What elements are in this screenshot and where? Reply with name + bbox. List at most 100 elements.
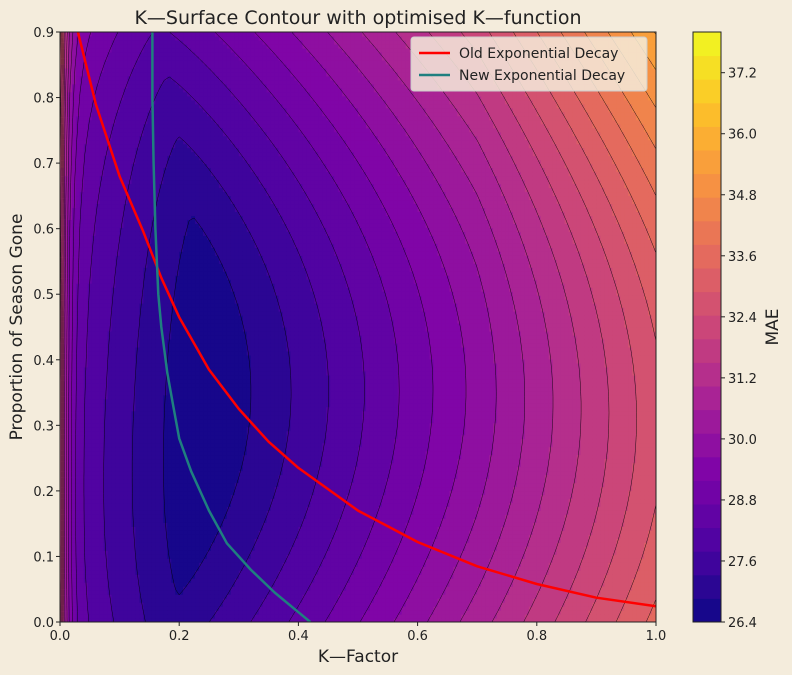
contour-cell [116, 343, 121, 348]
contour-cell [120, 283, 125, 288]
contour-cell [124, 431, 129, 436]
contour-cell [72, 148, 77, 153]
contour-cell [100, 255, 105, 260]
contour-cell [92, 459, 97, 464]
contour-cell [147, 263, 152, 268]
contour-cell [96, 291, 101, 296]
contour-cell [132, 128, 137, 133]
contour-cell [116, 307, 121, 312]
contour-cell [139, 152, 144, 157]
contour-cell [179, 371, 184, 376]
contour-cell [139, 534, 144, 539]
contour-cell [155, 327, 160, 332]
contour-cell [171, 40, 176, 45]
contour-cell [104, 299, 109, 304]
contour-cell [72, 144, 77, 149]
contour-cell [159, 211, 164, 216]
contour-cell [100, 231, 105, 236]
contour-cell [171, 387, 176, 392]
contour-cell [175, 614, 180, 619]
contour-cell [187, 399, 192, 404]
contour-cell [183, 542, 188, 547]
contour-cell [128, 538, 133, 543]
contour-cell [84, 211, 89, 216]
contour-cell [155, 423, 160, 428]
contour-cell [120, 351, 125, 356]
contour-cell [179, 459, 184, 464]
contour-cell [167, 64, 172, 69]
contour-cell [84, 598, 89, 603]
contour-cell [108, 399, 113, 404]
contour-cell [116, 311, 121, 316]
contour-cell [191, 239, 196, 244]
contour-cell [84, 335, 89, 340]
contour-cell [124, 303, 129, 308]
contour-cell [147, 486, 152, 491]
contour-cell [112, 199, 117, 204]
contour-cell [116, 478, 121, 483]
contour-cell [112, 602, 117, 607]
contour-cell [159, 124, 164, 129]
contour-cell [84, 195, 89, 200]
contour-cell [135, 494, 140, 499]
contour-cell [116, 76, 121, 81]
contour-cell [187, 116, 192, 121]
contour-cell [112, 351, 117, 356]
contour-cell [135, 263, 140, 268]
contour-cell [84, 247, 89, 252]
contour-cell [108, 32, 113, 37]
contour-cell [187, 475, 192, 480]
contour-cell [88, 363, 93, 368]
contour-cell [124, 219, 129, 224]
contour-cell [92, 279, 97, 284]
contour-cell [128, 263, 133, 268]
contour-cell [128, 371, 133, 376]
contour-cell [163, 251, 168, 256]
contour-cell [96, 299, 101, 304]
contour-cell [120, 275, 125, 280]
contour-cell [128, 124, 133, 129]
contour-cell [92, 152, 97, 157]
contour-cell [171, 164, 176, 169]
contour-cell [76, 411, 81, 416]
contour-cell [112, 327, 117, 332]
contour-cell [92, 60, 97, 65]
contour-cell [159, 439, 164, 444]
contour-cell [187, 423, 192, 428]
contour-cell [175, 331, 180, 336]
contour-cell [104, 343, 109, 348]
contour-cell [100, 259, 105, 264]
contour-cell [151, 490, 156, 495]
contour-cell [108, 558, 113, 563]
contour-cell [179, 614, 184, 619]
contour-cell [135, 88, 140, 93]
contour-cell [116, 423, 121, 428]
contour-cell [108, 283, 113, 288]
contour-cell [88, 347, 93, 352]
contour-cell [143, 355, 148, 360]
contour-cell [124, 267, 129, 272]
contour-cell [108, 191, 113, 196]
contour-cell [191, 498, 196, 503]
contour-cell [84, 522, 89, 527]
contour-cell [124, 602, 129, 607]
contour-cell [191, 530, 196, 535]
contour-cell [155, 534, 160, 539]
contour-cell [143, 395, 148, 400]
contour-cell [92, 399, 97, 404]
contour-cell [120, 463, 125, 468]
contour-cell [139, 355, 144, 360]
contour-cell [88, 239, 93, 244]
contour-cell [147, 478, 152, 483]
contour-cell [139, 88, 144, 93]
contour-cell [163, 510, 168, 515]
contour-cell [124, 590, 129, 595]
contour-cell [187, 140, 192, 145]
contour-cell [135, 490, 140, 495]
contour-cell [76, 526, 81, 531]
contour-cell [124, 335, 129, 340]
contour-cell [116, 431, 121, 436]
contour-cell [191, 391, 196, 396]
contour-cell [155, 554, 160, 559]
contour-cell [100, 566, 105, 571]
